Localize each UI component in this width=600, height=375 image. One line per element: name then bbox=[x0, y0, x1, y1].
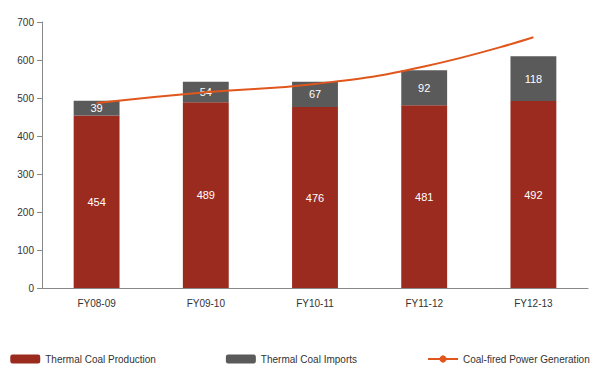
svg-text:FY09-10: FY09-10 bbox=[187, 298, 226, 309]
svg-text:200: 200 bbox=[17, 207, 34, 218]
svg-text:0: 0 bbox=[28, 283, 34, 294]
svg-text:100: 100 bbox=[17, 245, 34, 256]
svg-text:FY11-12: FY11-12 bbox=[405, 298, 443, 309]
svg-text:Thermal Coal Production: Thermal Coal Production bbox=[45, 354, 156, 365]
svg-text:454: 454 bbox=[87, 196, 105, 208]
svg-text:Coal-fired Power Generation: Coal-fired Power Generation bbox=[463, 354, 590, 365]
svg-text:489: 489 bbox=[197, 189, 215, 201]
svg-text:118: 118 bbox=[525, 73, 543, 85]
svg-text:300: 300 bbox=[17, 169, 34, 180]
svg-text:FY08-09: FY08-09 bbox=[77, 298, 116, 309]
svg-text:FY10-11: FY10-11 bbox=[296, 298, 334, 309]
svg-text:400: 400 bbox=[17, 131, 34, 142]
svg-text:600: 600 bbox=[17, 55, 34, 66]
svg-text:39: 39 bbox=[90, 102, 102, 114]
svg-text:476: 476 bbox=[306, 192, 324, 204]
svg-text:Thermal Coal Imports: Thermal Coal Imports bbox=[261, 354, 357, 365]
svg-text:700: 700 bbox=[17, 17, 34, 28]
svg-text:92: 92 bbox=[418, 82, 430, 94]
svg-text:FY12-13: FY12-13 bbox=[514, 298, 553, 309]
svg-text:481: 481 bbox=[415, 191, 433, 203]
svg-text:500: 500 bbox=[17, 93, 34, 104]
svg-text:67: 67 bbox=[309, 88, 321, 100]
svg-text:492: 492 bbox=[524, 189, 542, 201]
svg-text:54: 54 bbox=[199, 85, 212, 98]
